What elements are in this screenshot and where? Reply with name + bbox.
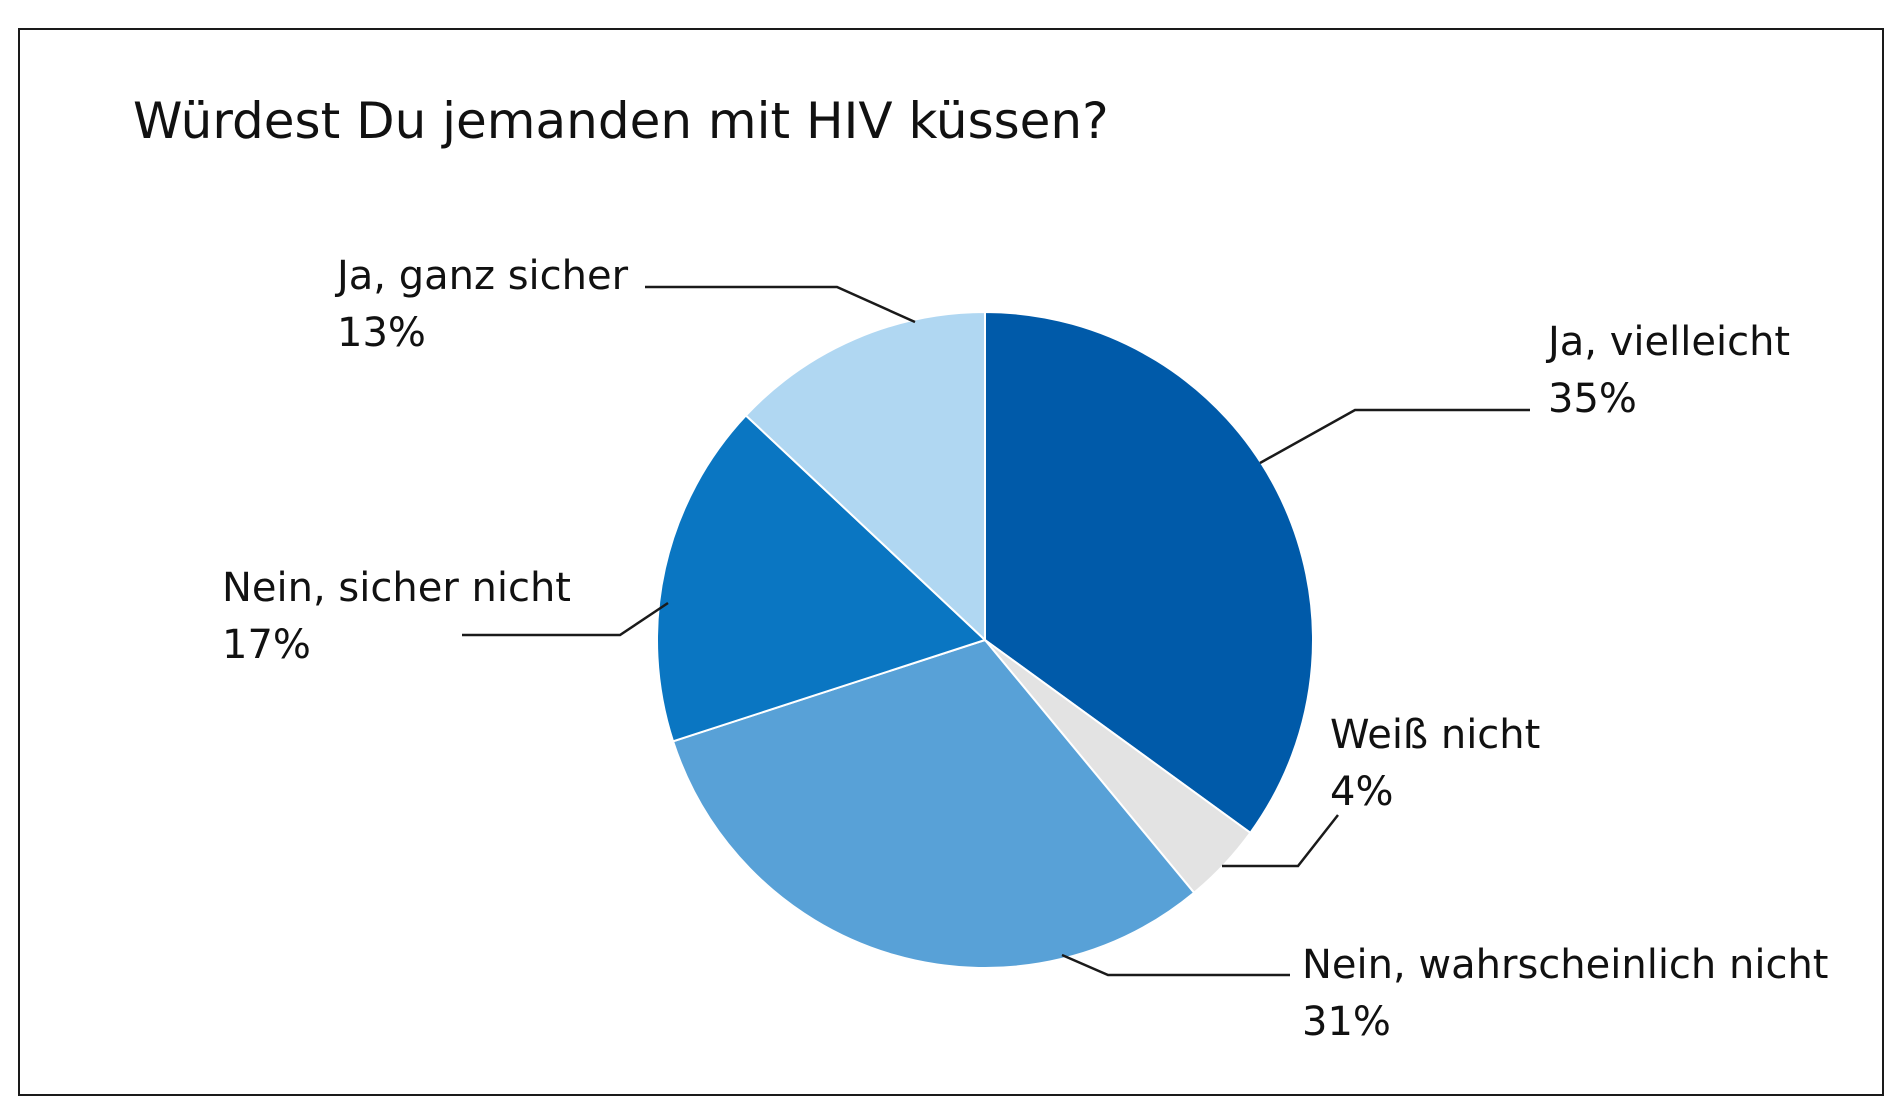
slice-label-ja-ganz-sicher: Ja, ganz sicher <box>334 253 629 299</box>
slice-value-ja-ganz-sicher: 13% <box>337 310 426 356</box>
leader-lines <box>462 285 1530 977</box>
slice-label-nein-wahrscheinlich-nicht: Nein, wahrscheinlich nicht <box>1302 942 1828 988</box>
slice-value-nein-sicher-nicht: 17% <box>222 622 311 668</box>
slice-nein-sicher-nicht <box>656 414 987 743</box>
slice-label-weiss-nicht: Weiß nicht <box>1330 712 1540 758</box>
leader-line-nein-sicher-nicht <box>462 601 669 637</box>
slice-ja-ganz-sicher <box>744 310 986 643</box>
slice-value-nein-wahrscheinlich-nicht: 31% <box>1302 999 1391 1045</box>
slice-value-ja-vielleicht: 35% <box>1548 376 1637 422</box>
slice-label-ja-vielleicht: Ja, vielleicht <box>1545 319 1790 365</box>
pie-slices <box>656 310 1314 969</box>
slice-label-nein-sicher-nicht: Nein, sicher nicht <box>222 565 571 611</box>
leader-line-ja-ganz-sicher <box>645 285 916 324</box>
slice-labels: Ja, vielleicht 35% Weiß nicht 4% Nein, wahrs… <box>222 253 1828 1045</box>
leader-line-nein-wahrscheinlich-nicht <box>1061 953 1290 977</box>
leader-line-weiss-nicht <box>1222 814 1339 868</box>
chart-title: Würdest Du jemanden mit HIV küssen? <box>133 92 1109 150</box>
slice-nein-wahrscheinlich-nicht <box>671 638 1196 969</box>
slice-value-weiss-nicht: 4% <box>1330 769 1393 815</box>
slice-ja-vielleicht <box>984 310 1314 835</box>
leader-line-ja-vielleicht <box>1259 408 1530 465</box>
